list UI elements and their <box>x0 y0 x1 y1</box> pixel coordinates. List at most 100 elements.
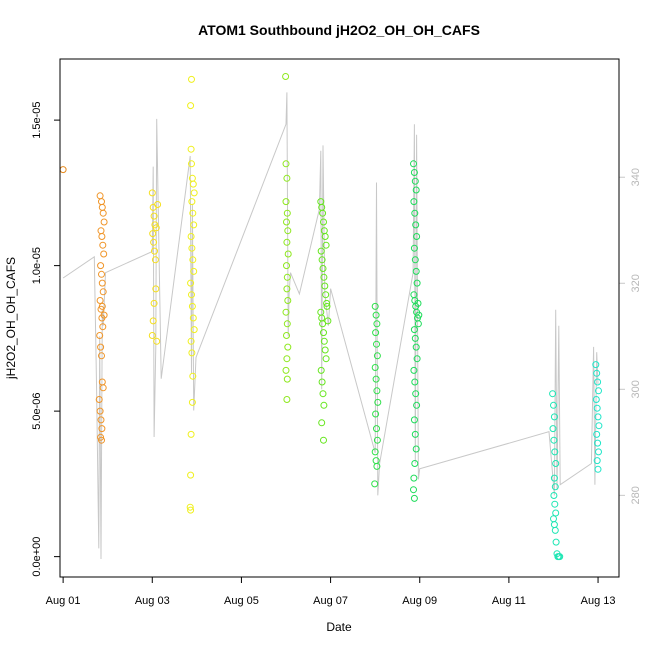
data-point <box>411 430 419 438</box>
data-point <box>282 366 290 374</box>
data-point <box>283 332 290 339</box>
data-point <box>410 474 418 482</box>
data-point <box>150 238 158 246</box>
y2-tick-label: 280 <box>630 486 642 504</box>
data-point <box>371 480 379 488</box>
data-point <box>189 180 197 188</box>
data-point <box>282 73 290 80</box>
series-3 <box>186 75 198 514</box>
data-point <box>411 209 419 217</box>
data-point <box>283 262 290 270</box>
data-point <box>410 486 417 494</box>
data-point <box>372 410 380 418</box>
data-point <box>190 189 198 197</box>
data-point <box>320 218 327 226</box>
data-point <box>374 398 382 406</box>
data-point <box>283 209 291 217</box>
data-point <box>187 145 195 153</box>
data-point <box>550 492 558 499</box>
data-point <box>556 553 564 561</box>
data-point <box>550 413 558 421</box>
data-point <box>371 364 379 371</box>
x-tick-label: Aug 13 <box>581 595 616 607</box>
data-point <box>97 262 105 270</box>
data-point <box>410 416 418 424</box>
data-point <box>317 308 325 316</box>
y2-tick-label: 300 <box>630 380 642 398</box>
y2-tick-label: 320 <box>630 274 642 292</box>
data-point <box>283 320 291 328</box>
data-point <box>97 227 105 235</box>
data-point <box>190 326 198 334</box>
data-point <box>319 265 327 272</box>
series-7 <box>410 160 423 502</box>
data-point <box>371 302 379 310</box>
data-point <box>550 521 558 529</box>
data-point <box>186 503 194 511</box>
data-point <box>592 361 600 369</box>
data-point <box>283 273 291 281</box>
data-point <box>412 221 420 229</box>
data-point <box>188 198 196 206</box>
data-point <box>373 340 380 348</box>
data-point <box>549 390 557 398</box>
data-point <box>321 346 329 354</box>
x-tick-label: Aug 03 <box>135 595 170 607</box>
data-point <box>319 390 327 398</box>
data-point <box>373 436 381 444</box>
data-point <box>319 209 327 217</box>
data-point <box>373 425 380 433</box>
data-point <box>284 297 292 304</box>
data-point <box>188 398 196 406</box>
data-point <box>283 355 291 363</box>
data-point <box>373 462 381 470</box>
data-point <box>149 317 157 325</box>
data-point <box>100 218 108 226</box>
data-point <box>154 201 162 208</box>
data-point <box>410 160 417 168</box>
data-point <box>100 311 108 319</box>
data-point <box>188 244 196 252</box>
data-point <box>550 401 557 409</box>
data-point <box>322 241 330 249</box>
data-point <box>411 334 419 342</box>
y-tick-label: 5.0e-06 <box>31 392 43 429</box>
data-point <box>188 75 195 83</box>
data-point <box>413 401 421 409</box>
data-point <box>99 323 107 331</box>
data-point <box>188 291 195 299</box>
data-point <box>550 515 557 523</box>
data-point <box>98 425 106 433</box>
data-point <box>99 288 107 296</box>
data-point <box>283 285 291 293</box>
data-point <box>150 299 158 307</box>
data-point <box>282 198 290 206</box>
data-point <box>99 384 107 392</box>
data-point <box>283 218 290 226</box>
data-point <box>188 302 196 310</box>
data-point <box>411 378 419 386</box>
data-point <box>410 198 418 206</box>
data-point <box>284 343 292 351</box>
data-point <box>189 372 197 380</box>
data-point <box>320 273 328 281</box>
data-point <box>411 460 419 467</box>
data-point <box>318 256 326 264</box>
data-point <box>414 320 422 328</box>
data-point <box>187 430 195 438</box>
data-point <box>189 256 197 264</box>
data-point <box>189 209 197 217</box>
data-point <box>594 378 602 386</box>
data-point <box>372 375 380 383</box>
y-tick-label: 1.5e-05 <box>31 101 43 138</box>
data-point <box>373 352 381 360</box>
data-point <box>372 311 380 319</box>
data-point <box>322 291 330 299</box>
data-point <box>282 308 290 316</box>
data-point <box>283 174 291 182</box>
data-point <box>188 349 196 357</box>
data-point <box>187 471 195 479</box>
data-point <box>319 320 327 328</box>
data-point <box>373 387 381 395</box>
data-point <box>96 407 104 415</box>
